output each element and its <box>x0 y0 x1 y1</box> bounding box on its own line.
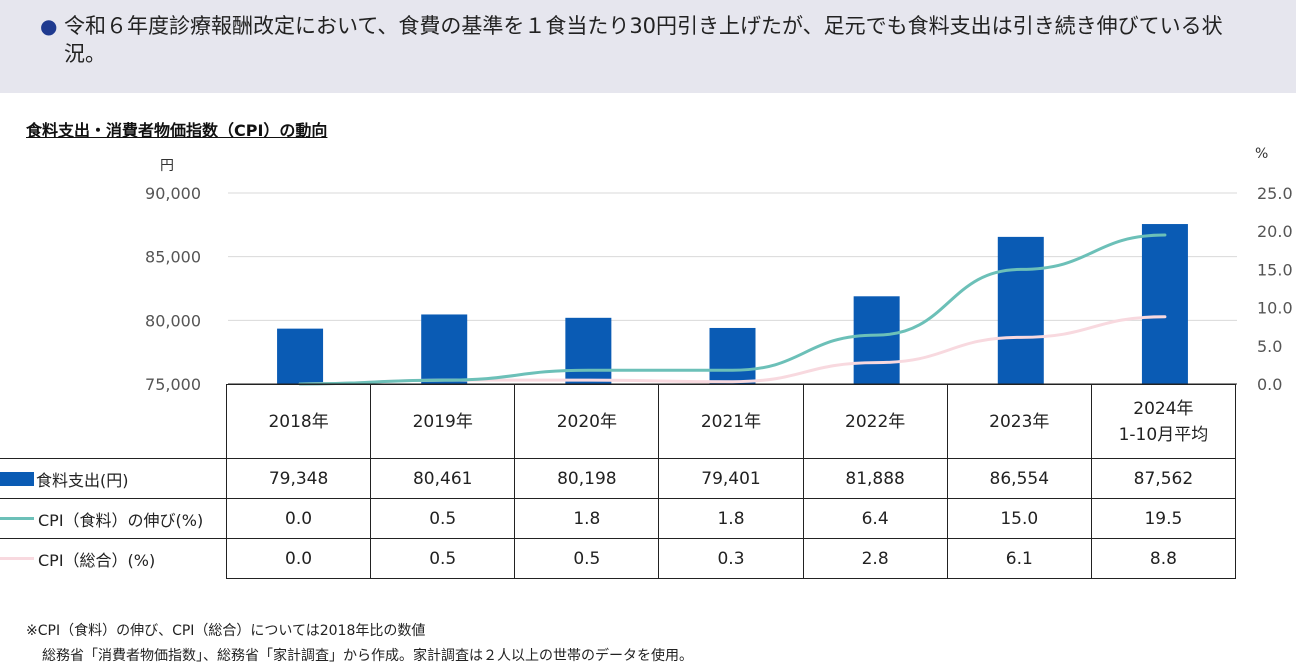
data-label-cell: 80,198 <box>514 458 660 499</box>
category-label: 2022年 <box>845 411 906 432</box>
left-axis-tick-label: 80,000 <box>145 311 201 330</box>
data-label-cell: 8.8 <box>1090 538 1236 579</box>
data-label-cell: 1.8 <box>514 498 660 539</box>
table-header-cell: 2024年 1-10月平均 <box>1090 384 1236 459</box>
table-header-cell: 2019年 <box>370 384 516 459</box>
footnote-cpi: ※CPI（食料）の伸び、CPI（総合）については2018年比の数値 <box>26 623 426 639</box>
table-header-cell: 2023年 <box>946 384 1092 459</box>
line-legend-swatch <box>0 557 34 561</box>
row-label-cpi-food: CPI（食料）の伸び(%) <box>0 498 227 539</box>
bar-legend-swatch <box>0 471 34 486</box>
table-row-cpi-total: CPI（総合）(%) 0.0 0.5 0.5 0.3 2.8 6.1 8.8 <box>0 538 1236 579</box>
left-axis-tick-label: 90,000 <box>145 184 201 203</box>
category-label: 2021年 <box>700 411 762 432</box>
left-axis-tick-label: 85,000 <box>145 248 201 267</box>
data-label-cell: 79,401 <box>658 458 804 499</box>
data-table: 2018年 2019年 2020年 2021年 2022年 2023年 2024年 1-10月… <box>0 384 1236 579</box>
data-label-cell: 0.5 <box>370 498 516 539</box>
table-header-cell: 2020年 <box>514 384 660 459</box>
category-label: 1-10月平均 <box>1118 424 1209 445</box>
table-header-row: 2018年 2019年 2020年 2021年 2022年 2023年 2024年 1-10月… <box>0 384 1236 459</box>
data-label-cell: 81,888 <box>802 458 948 499</box>
bullet-icon: ● <box>40 14 58 38</box>
series-label: CPI（食料）の伸び(%) <box>38 510 204 530</box>
data-label-cell: 0.0 <box>225 538 372 579</box>
category-label: 2018年 <box>268 411 329 432</box>
category-label: 2019年 <box>412 411 473 432</box>
bar-food-expense <box>997 236 1044 384</box>
bar-food-expense <box>1141 224 1188 384</box>
data-label-cell: 87,562 <box>1090 458 1236 499</box>
bar-food-expense <box>853 296 900 384</box>
right-axis-tick-label: 20.0 <box>1257 222 1293 241</box>
left-axis-unit: 円 <box>160 158 174 174</box>
data-label-cell: 15.0 <box>946 498 1092 539</box>
table-corner-cell <box>0 384 227 459</box>
right-axis-tick-label: 0.0 <box>1257 375 1282 394</box>
summary-banner: ● 令和６年度診療報酬改定において、食費の基準を１食当たり30円引き上げたが、足… <box>0 0 1296 93</box>
summary-text: 令和６年度診療報酬改定において、食費の基準を１食当たり30円引き上げたが、足元で… <box>64 14 1223 66</box>
right-axis-tick-label: 5.0 <box>1257 337 1282 356</box>
data-label-cell: 80,461 <box>370 458 516 499</box>
right-axis-unit: % <box>1255 146 1269 162</box>
line-cpi-food <box>298 233 1167 386</box>
table-row-cpi-food: CPI（食料）の伸び(%) 0.0 0.5 1.8 1.8 6.4 15.0 19.5 <box>0 498 1236 539</box>
chart-title: 食料支出・消費者物価指数（CPI）の動向 <box>26 121 328 140</box>
table-header-cell: 2021年 <box>658 384 804 459</box>
right-axis-tick-label: 25.0 <box>1257 184 1293 203</box>
data-label-cell: 0.0 <box>225 498 372 539</box>
row-label-cpi-total: CPI（総合）(%) <box>0 538 227 579</box>
data-label-cell: 1.8 <box>658 498 804 539</box>
data-label-cell: 0.3 <box>658 538 804 579</box>
data-label-cell: 19.5 <box>1090 498 1236 539</box>
data-label-cell: 86,554 <box>946 458 1092 499</box>
series-label: CPI（総合）(%) <box>38 550 156 570</box>
data-label-cell: 79,348 <box>225 458 372 499</box>
category-label: 2020年 <box>556 411 617 432</box>
data-label-cell: 2.8 <box>802 538 948 579</box>
line-legend-swatch <box>0 517 34 520</box>
series-label: 食料支出(円) <box>36 470 129 490</box>
combo-chart: 90,00085,00080,00075,00025.020.015.010.0… <box>145 184 1293 394</box>
right-axis-tick-label: 10.0 <box>1257 299 1293 318</box>
footnote-source: 総務省「消費者物価指数」、総務省「家計調査」から作成。家計調査は２人以上の世帯の… <box>42 648 693 664</box>
right-axis-tick-label: 15.0 <box>1257 260 1293 279</box>
table-header-cell: 2022年 <box>802 384 948 459</box>
data-label-cell: 0.5 <box>514 538 660 579</box>
data-label-cell: 6.1 <box>946 538 1092 579</box>
bar-food-expense <box>565 317 612 384</box>
data-label-cell: 6.4 <box>802 498 948 539</box>
bar-food-expense <box>709 327 756 384</box>
data-label-cell: 0.5 <box>370 538 516 579</box>
category-label: 2023年 <box>989 411 1050 432</box>
table-header-cell: 2018年 <box>225 384 372 459</box>
bar-food-expense <box>277 328 324 384</box>
category-label: 2024年 <box>1133 398 1194 419</box>
bar-food-expense <box>421 314 468 384</box>
table-row-food-expense: 食料支出(円) 79,348 80,461 80,198 79,401 81,888 86… <box>0 458 1236 499</box>
row-label-food-expense: 食料支出(円) <box>0 458 227 499</box>
